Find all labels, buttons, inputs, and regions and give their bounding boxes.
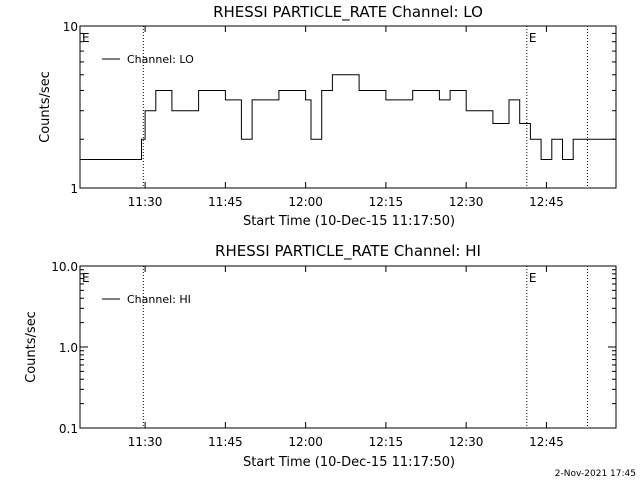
x-tick-label: 11:45 xyxy=(208,195,243,209)
x-tick-label: 11:45 xyxy=(208,435,243,449)
panel-hi-x-axis-label: Start Time (10-Dec-15 11:17:50) xyxy=(243,455,455,470)
legend-label-channel-hi: Channel: HI xyxy=(127,293,191,306)
panel-lo-plot-frame xyxy=(79,25,617,189)
panel-hi-title: RHESSI PARTICLE_RATE Channel: HI xyxy=(215,242,481,261)
event-marker-label: E xyxy=(82,31,90,45)
x-tick-label: 12:45 xyxy=(529,435,564,449)
legend-label-channel-lo: Channel: LO xyxy=(127,53,194,66)
event-marker-label: E xyxy=(529,271,537,285)
panel-hi: RHESSI PARTICLE_RATE Channel: HI Start T… xyxy=(24,242,617,470)
x-tick-label: 12:15 xyxy=(369,195,404,209)
panel-hi-axes-ticks: 11:30 11:45 12:00 12:15 12:30 12:45 0.1 1.0 10.0 xyxy=(51,260,616,449)
y-tick-label: 10 xyxy=(63,20,78,34)
panel-lo-series xyxy=(80,74,616,160)
panel-hi-legend: Channel: HI xyxy=(102,293,191,306)
panel-lo: RHESSI PARTICLE_RATE Channel: LO Start T… xyxy=(38,3,617,229)
x-tick-label: 11:30 xyxy=(128,435,163,449)
x-tick-label: 12:15 xyxy=(369,435,404,449)
x-tick-label: 12:00 xyxy=(288,435,323,449)
x-tick-label: 12:00 xyxy=(288,195,323,209)
x-tick-label: 12:30 xyxy=(449,435,484,449)
panel-lo-title: RHESSI PARTICLE_RATE Channel: LO xyxy=(213,3,483,22)
y-tick-label: 0.1 xyxy=(59,422,78,436)
panel-lo-y-axis-label: Counts/sec xyxy=(38,71,53,143)
panel-lo-x-axis-label: Start Time (10-Dec-15 11:17:50) xyxy=(243,214,455,229)
event-marker-label: E xyxy=(82,271,90,285)
event-marker-label: E xyxy=(529,31,537,45)
panel-hi-y-axis-label: Counts/sec xyxy=(24,311,39,383)
panel-lo-axes-ticks: 11:30 11:45 12:00 12:15 12:30 12:45 1 10 xyxy=(63,20,616,209)
y-tick-label: 1.0 xyxy=(59,341,78,355)
panel-lo-legend: Channel: LO xyxy=(102,53,194,66)
y-tick-label: 10.0 xyxy=(51,260,78,274)
x-tick-label: 11:30 xyxy=(128,195,163,209)
x-tick-label: 12:30 xyxy=(449,195,484,209)
generation-timestamp: 2-Nov-2021 17:45 xyxy=(555,469,636,479)
y-tick-label: 1 xyxy=(70,182,78,196)
x-tick-label: 12:45 xyxy=(529,195,564,209)
series-line-channel-lo xyxy=(80,74,616,160)
